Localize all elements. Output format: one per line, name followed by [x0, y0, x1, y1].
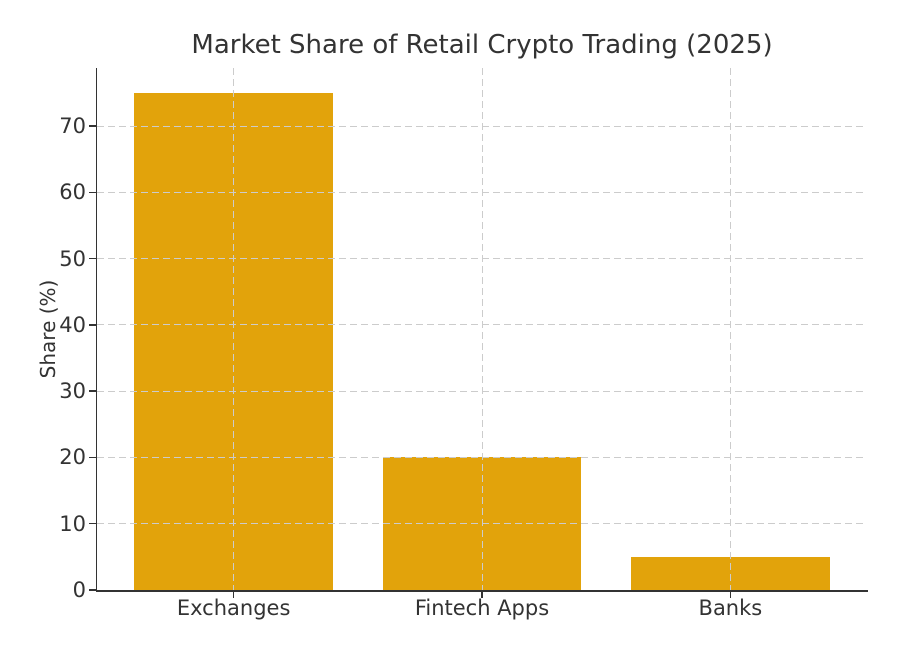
y-tick-mark: [89, 456, 96, 459]
y-tick-label: 50: [59, 246, 86, 271]
y-tick-mark: [89, 522, 96, 525]
x-tick-label-banks: Banks: [698, 596, 763, 620]
y-tick-label: 10: [59, 511, 86, 536]
x-tick-mark: [232, 591, 235, 598]
y-tick-label: 30: [59, 379, 86, 404]
y-tick-label: 40: [59, 312, 86, 337]
y-axis-spine: [95, 68, 97, 591]
y-tick-mark: [89, 324, 96, 326]
y-tick-label: 70: [59, 114, 86, 138]
bar-fintech-apps: [382, 457, 582, 590]
x-tick-label-exchanges: Exchanges: [176, 596, 291, 620]
chart-title: Market Share of Retail Crypto Trading (2…: [191, 30, 773, 60]
y-tick-mark: [89, 257, 96, 260]
bar-exchanges: [134, 92, 333, 590]
bars-layer: [97, 68, 867, 590]
y-tick-label: 0: [72, 578, 86, 602]
y-tick-label: 60: [59, 180, 86, 205]
bar-banks: [631, 556, 830, 590]
x-tick-label-fintech-apps: Fintech Apps: [414, 596, 550, 620]
y-tick-label: 20: [59, 445, 86, 470]
plot-area: [97, 68, 867, 590]
y-tick-mark: [89, 125, 96, 127]
y-tick-mark: [89, 589, 96, 591]
x-tick-mark: [729, 591, 732, 598]
x-axis-spine: [95, 589, 868, 592]
y-tick-mark: [89, 191, 96, 194]
y-tick-mark: [89, 390, 96, 392]
x-tick-mark: [481, 591, 483, 598]
